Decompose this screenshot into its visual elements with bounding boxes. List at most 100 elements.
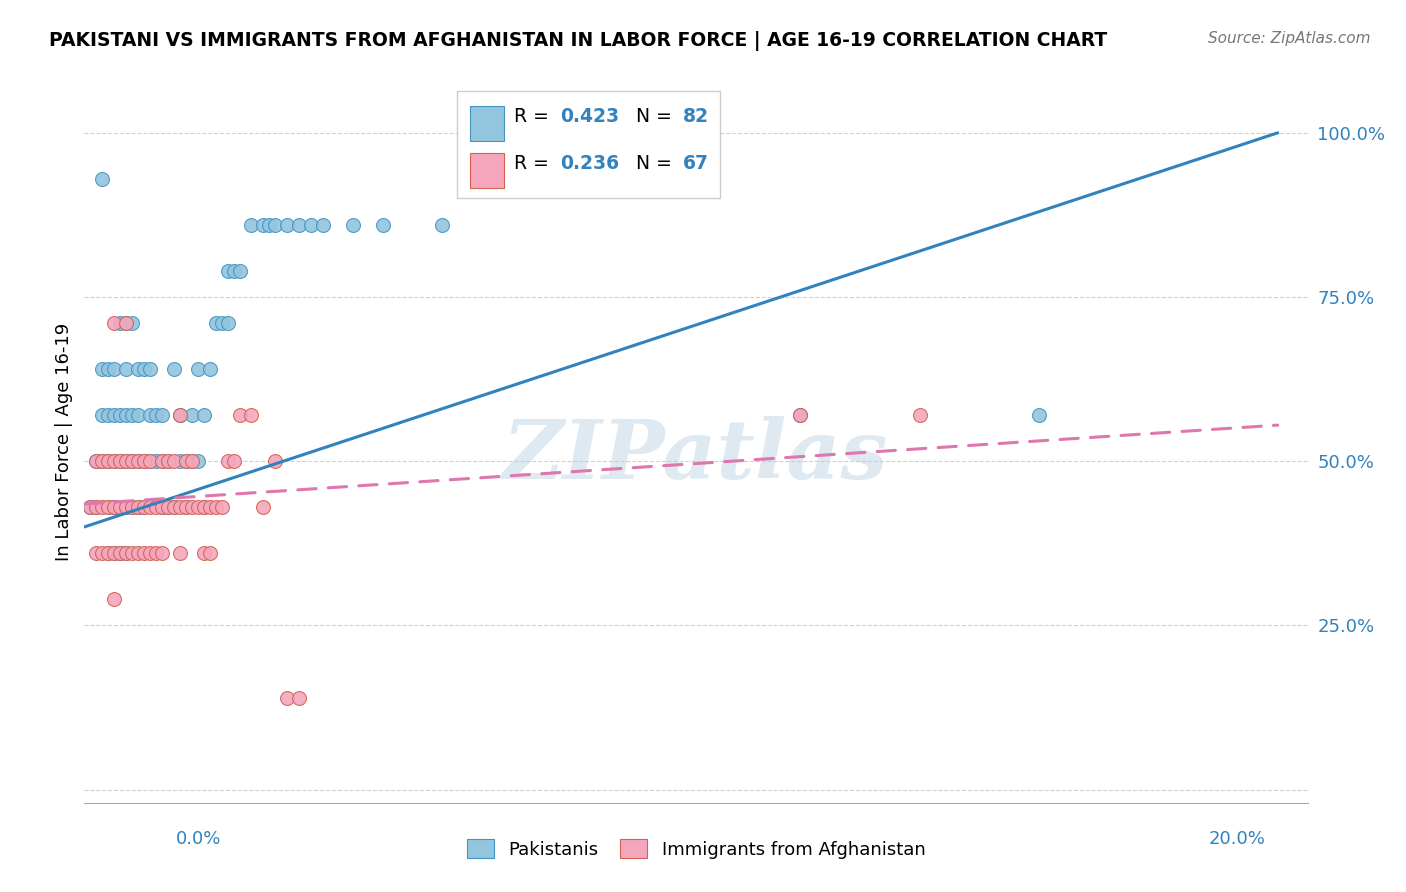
Point	[204, 500, 226, 515]
Point	[211, 500, 233, 515]
Point	[84, 546, 107, 560]
Point	[174, 500, 197, 515]
Point	[108, 500, 131, 515]
Point	[115, 409, 138, 423]
Point	[84, 500, 107, 515]
Point	[91, 171, 114, 186]
Point	[84, 500, 107, 515]
Point	[108, 454, 131, 468]
Point	[121, 409, 143, 423]
Text: 82: 82	[682, 107, 709, 126]
Point	[163, 454, 186, 468]
Point	[240, 409, 263, 423]
Point	[103, 546, 125, 560]
Point	[211, 316, 233, 330]
Point	[169, 546, 191, 560]
Point	[276, 690, 298, 705]
Point	[127, 362, 149, 376]
Point	[163, 500, 186, 515]
Point	[115, 500, 138, 515]
Point	[288, 218, 311, 232]
Point	[139, 546, 162, 560]
Point	[103, 362, 125, 376]
Legend: Pakistanis, Immigrants from Afghanistan: Pakistanis, Immigrants from Afghanistan	[460, 832, 932, 866]
Point	[169, 454, 191, 468]
Point	[187, 362, 209, 376]
Point	[156, 454, 179, 468]
Point	[139, 500, 162, 515]
Point	[145, 454, 167, 468]
Point	[91, 409, 114, 423]
Text: ZIPatlas: ZIPatlas	[503, 416, 889, 496]
Point	[222, 454, 245, 468]
Point	[252, 218, 274, 232]
Point	[121, 546, 143, 560]
Point	[97, 454, 120, 468]
Point	[228, 264, 250, 278]
Text: 0.0%: 0.0%	[176, 830, 221, 847]
Point	[156, 454, 179, 468]
Point	[103, 454, 125, 468]
Point	[115, 500, 138, 515]
Text: 0.236: 0.236	[560, 153, 619, 173]
Point	[174, 454, 197, 468]
Point	[150, 409, 173, 423]
Point	[1028, 409, 1050, 423]
Point	[299, 218, 322, 232]
Point	[252, 500, 274, 515]
Point	[103, 500, 125, 515]
Point	[908, 409, 931, 423]
Point	[139, 409, 162, 423]
Point	[222, 264, 245, 278]
Point	[91, 454, 114, 468]
Point	[115, 454, 138, 468]
Point	[108, 454, 131, 468]
Point	[156, 500, 179, 515]
Point	[132, 546, 155, 560]
Point	[259, 218, 281, 232]
Point	[132, 454, 155, 468]
Point	[145, 546, 167, 560]
Point	[91, 454, 114, 468]
Point	[115, 362, 138, 376]
Point	[108, 546, 131, 560]
Point	[169, 409, 191, 423]
Point	[204, 316, 226, 330]
Point	[103, 500, 125, 515]
Text: N =: N =	[636, 153, 678, 173]
Text: 0.423: 0.423	[560, 107, 619, 126]
Point	[103, 454, 125, 468]
Point	[127, 500, 149, 515]
Text: R =: R =	[513, 107, 554, 126]
Point	[180, 409, 202, 423]
Point	[193, 500, 215, 515]
Point	[97, 409, 120, 423]
Text: PAKISTANI VS IMMIGRANTS FROM AFGHANISTAN IN LABOR FORCE | AGE 16-19 CORRELATION : PAKISTANI VS IMMIGRANTS FROM AFGHANISTAN…	[49, 31, 1108, 51]
Point	[342, 218, 364, 232]
FancyBboxPatch shape	[457, 91, 720, 198]
Point	[789, 409, 811, 423]
Point	[371, 218, 394, 232]
Point	[150, 500, 173, 515]
Point	[84, 454, 107, 468]
Point	[79, 500, 101, 515]
FancyBboxPatch shape	[470, 105, 503, 141]
Point	[217, 316, 239, 330]
Point	[127, 409, 149, 423]
Point	[156, 500, 179, 515]
Point	[127, 454, 149, 468]
Point	[240, 218, 263, 232]
Point	[97, 500, 120, 515]
Point	[108, 546, 131, 560]
Point	[103, 546, 125, 560]
Point	[91, 362, 114, 376]
Point	[193, 546, 215, 560]
Point	[276, 218, 298, 232]
Point	[174, 500, 197, 515]
Point	[115, 316, 138, 330]
Point	[193, 409, 215, 423]
Point	[115, 316, 138, 330]
Point	[97, 362, 120, 376]
Point	[264, 454, 287, 468]
Point	[132, 362, 155, 376]
